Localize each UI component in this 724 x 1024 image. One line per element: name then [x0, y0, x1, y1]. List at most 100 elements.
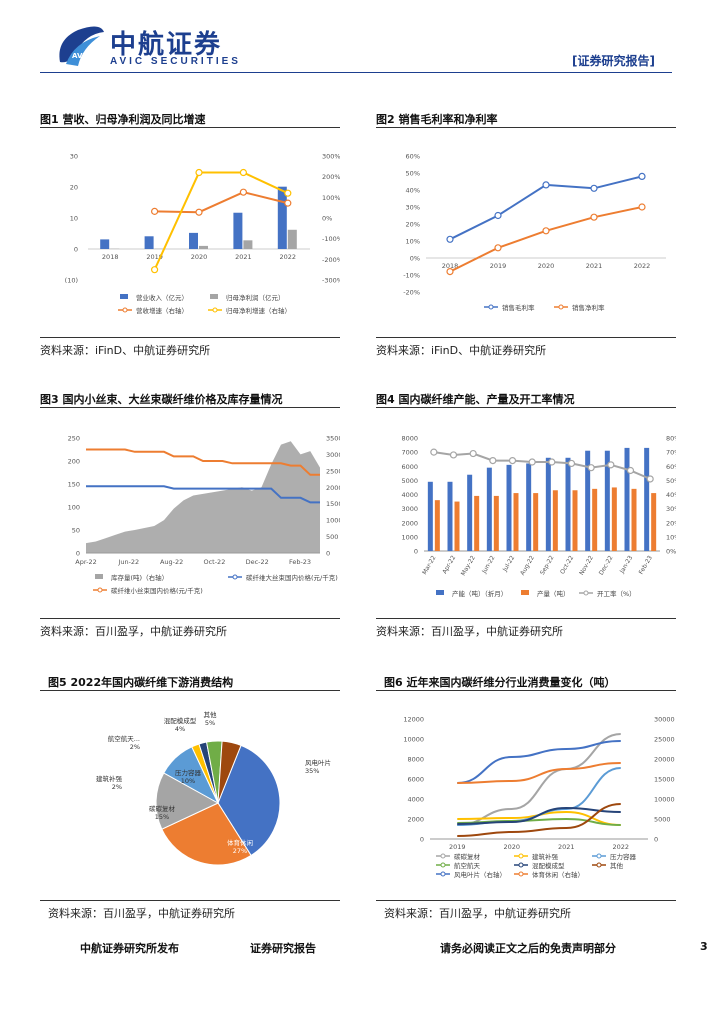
- data-point: [508, 456, 517, 465]
- figure-6-top-rule: [376, 690, 676, 691]
- legend-marker: [440, 862, 446, 868]
- avic-logo-emblem: AVIC: [59, 26, 104, 66]
- x-axis-tick-label: Sep-22: [539, 554, 556, 576]
- y-axis-tick-label: 6000: [401, 463, 418, 471]
- x-axis-tick-label: Oct-22: [203, 558, 225, 566]
- y2-axis-tick-label: 1500: [326, 500, 340, 508]
- pie-slice: [217, 744, 281, 857]
- figure-5-title: 图5 2022年国内碳纤维下游消费结构: [48, 676, 234, 689]
- data-point: [542, 227, 550, 235]
- series-line: [457, 806, 621, 825]
- bar: [233, 212, 243, 249]
- y2-axis-tick-label: 100%: [322, 194, 340, 202]
- y-axis-tick-label: -20%: [403, 289, 420, 297]
- x-axis-tick-label: Apr-22: [75, 558, 96, 566]
- y-axis-tick-label: 0: [76, 550, 80, 558]
- inventory-area: [86, 441, 320, 553]
- y2-axis-tick-label: 3500: [326, 435, 340, 443]
- legend-marker: [97, 587, 103, 593]
- legend-label: 体育休闲（右轴）: [532, 870, 584, 879]
- figure-6-title: 图6 近年来国内碳纤维分行业消费量变化（吨）: [384, 676, 616, 689]
- legend-marker: [232, 574, 238, 580]
- y-axis-tick-label: 7000: [401, 449, 418, 457]
- legend-label: 产量（吨）: [537, 589, 570, 598]
- pie-label-percent: 2%: [112, 783, 122, 791]
- figure-5-bottom-rule: [40, 900, 340, 901]
- header-divider: [40, 72, 672, 73]
- data-point: [284, 189, 292, 197]
- bar: [644, 447, 650, 551]
- bar: [493, 495, 499, 551]
- y2-axis-tick-label: 2000: [326, 484, 340, 492]
- figure-2-bottom-rule: [376, 337, 676, 338]
- x-axis-tick-label: 2020: [503, 843, 520, 851]
- legend-label: 营业收入（亿元）: [136, 293, 188, 302]
- bar: [199, 245, 208, 249]
- y2-axis-tick-label: -300%: [322, 277, 340, 285]
- pie-label-name: 混配模成型: [164, 716, 197, 725]
- y2-axis-tick-label: 10000: [654, 796, 675, 804]
- y-axis-tick-label: 0: [74, 246, 78, 254]
- y2-axis-tick-label: 200%: [322, 173, 340, 181]
- y2-axis-tick-label: 3000: [326, 451, 340, 459]
- data-point: [239, 168, 247, 177]
- y-axis-tick-label: -10%: [403, 272, 420, 280]
- bar: [189, 232, 198, 249]
- x-axis-tick-label: Apr-22: [441, 554, 457, 575]
- y-axis-tick-label: 150: [68, 481, 80, 489]
- legend-swatch: [436, 590, 444, 595]
- figure-1-title: 图1 营收、归母净利润及同比增速: [40, 113, 206, 126]
- legend-marker: [440, 853, 446, 859]
- x-axis-tick-label: 2022: [612, 843, 629, 851]
- bar: [624, 447, 630, 551]
- y2-axis-tick-label: -100%: [322, 235, 340, 243]
- data-point: [150, 207, 159, 215]
- bar: [604, 450, 610, 551]
- bar: [434, 500, 440, 551]
- bar: [572, 490, 578, 551]
- legend-label: 碳碳复材: [454, 852, 481, 861]
- bar: [277, 186, 287, 249]
- y2-axis-tick-label: 5000: [654, 816, 671, 824]
- y2-axis-tick-label: 50%: [666, 477, 676, 485]
- pie-label-percent: 10%: [181, 777, 195, 785]
- legend-marker: [518, 871, 524, 877]
- data-point: [195, 208, 203, 216]
- y2-axis-tick-label: -200%: [322, 256, 340, 264]
- legend-marker: [518, 862, 524, 868]
- bar: [474, 495, 480, 551]
- logo-text-en: AVIC SECURITIES: [110, 56, 241, 67]
- bar: [513, 493, 519, 551]
- footer-publisher: 中航证券研究所发布: [80, 942, 179, 955]
- figure-1-top-rule: [40, 127, 340, 128]
- y-axis-tick-label: 8000: [407, 756, 424, 764]
- legend-label: 产能（吨）（折月）: [452, 589, 507, 598]
- y-axis-tick-label: 10: [70, 215, 78, 223]
- x-axis-tick-label: 2022: [634, 262, 651, 270]
- y2-axis-tick-label: 0%: [322, 215, 332, 223]
- y2-axis-tick-label: 0: [326, 550, 330, 558]
- y-axis-tick-label: 100: [68, 504, 80, 512]
- data-point: [430, 448, 438, 456]
- y-axis-tick-label: 3000: [401, 505, 418, 513]
- data-point: [150, 266, 159, 274]
- pie-slice: [161, 802, 252, 866]
- y-axis-tick-label: 6000: [407, 776, 424, 784]
- legend-label: 碳纤维小丝束国内价格(元/千克): [111, 586, 203, 595]
- legend-label: 销售净利率: [572, 303, 605, 312]
- legend-swatch: [521, 590, 529, 595]
- y2-axis-tick-label: 1000: [326, 517, 340, 525]
- series-line: [457, 733, 621, 826]
- data-point: [494, 244, 502, 252]
- y-axis-tick-label: 20%: [406, 221, 420, 229]
- y-axis-tick-label: 8000: [401, 435, 418, 443]
- series-line: [457, 762, 621, 784]
- legend-label: 混配模成型: [532, 861, 565, 870]
- series-line: [153, 171, 289, 271]
- pie-slice: [217, 740, 242, 804]
- footer-disclaimer: 请务必阅读正文之后的免责声明部分: [440, 942, 616, 955]
- y2-axis-tick-label: 500: [326, 533, 338, 541]
- data-point: [638, 203, 646, 211]
- y-axis-tick-label: 20: [70, 184, 78, 192]
- legend-marker: [558, 304, 564, 310]
